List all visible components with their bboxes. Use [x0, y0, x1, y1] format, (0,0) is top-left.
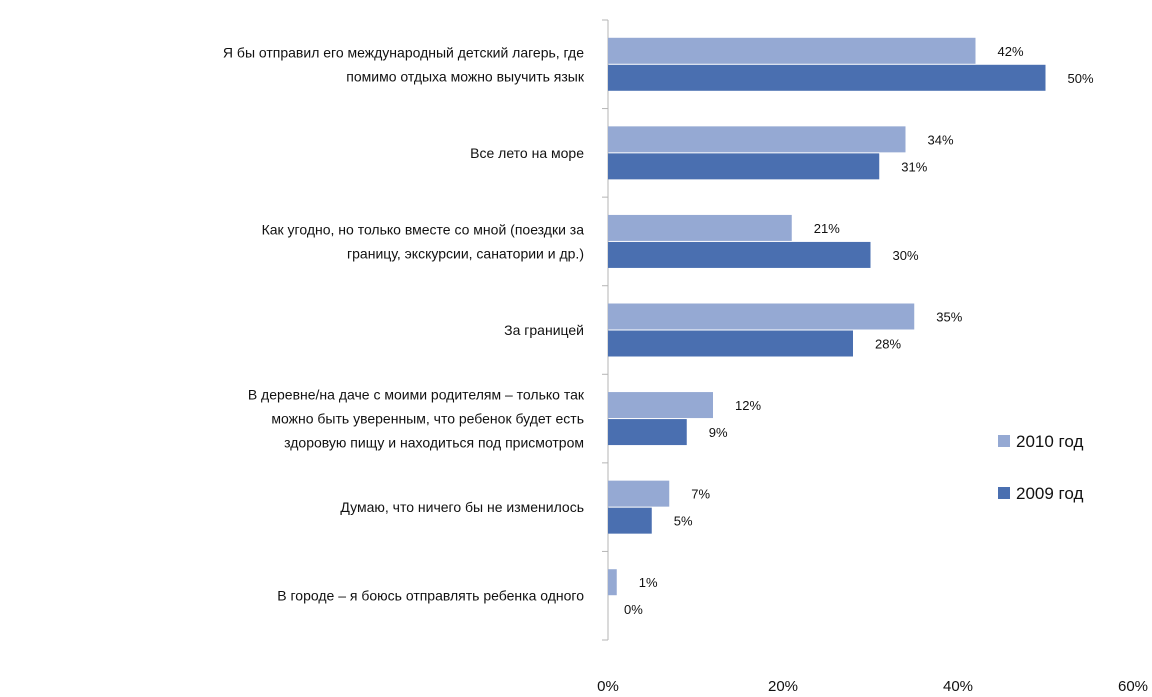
category-label: Я бы отправил его международный детский … — [223, 44, 584, 60]
data-label: 5% — [674, 514, 693, 529]
bar-series1 — [608, 392, 713, 419]
bar-series1 — [608, 480, 670, 507]
category-label: границу, экскурсии, санатории и др.) — [347, 245, 584, 261]
data-label: 1% — [639, 575, 658, 590]
bar-series1 — [608, 214, 792, 241]
data-label: 31% — [901, 159, 927, 174]
legend-label: 2010 год — [1016, 432, 1083, 451]
bar-series2 — [608, 64, 1046, 91]
category-label: Думаю, что ничего бы не изменилось — [340, 499, 584, 515]
category-label: здоровую пищу и находиться под присмотро… — [284, 435, 584, 451]
data-label: 7% — [691, 487, 710, 502]
x-tick-label: 40% — [943, 678, 973, 695]
x-tick-label: 20% — [768, 678, 798, 695]
legend-label: 2009 год — [1016, 484, 1083, 503]
plot-area: 42% 50% Я бы отправил его международный де… — [223, 19, 1148, 695]
data-label: 12% — [735, 398, 761, 413]
category-label: В деревне/на даче с моими родителям – то… — [248, 387, 585, 403]
bar-series1 — [608, 303, 915, 330]
legend-swatch — [998, 435, 1010, 447]
data-label: 21% — [814, 221, 840, 236]
bar-series2 — [608, 419, 687, 446]
data-label: 0% — [624, 602, 643, 617]
bar-series2 — [608, 507, 652, 534]
bar-series2 — [608, 153, 880, 180]
category-label: помимо отдыха можно выучить язык — [346, 68, 585, 84]
bar-series2 — [608, 330, 853, 357]
category-label: Как угодно, но только вместе со мной (по… — [262, 221, 585, 237]
data-label: 35% — [936, 310, 962, 325]
bar-series1 — [608, 126, 906, 153]
data-label: 28% — [875, 337, 901, 352]
data-label: 50% — [1068, 71, 1094, 86]
bar-series2 — [608, 241, 871, 268]
category-label: За границей — [504, 322, 584, 338]
category-label: Все лето на море — [470, 145, 584, 161]
category-label: можно быть уверенным, что ребенок будет … — [271, 411, 584, 427]
bar-series1 — [608, 569, 617, 596]
data-label: 34% — [928, 132, 954, 147]
x-tick-label: 0% — [597, 678, 619, 695]
bar-series1 — [608, 37, 976, 64]
category-label: В городе – я боюсь отправлять ребенка од… — [277, 588, 584, 604]
data-label: 9% — [709, 425, 728, 440]
data-label: 42% — [998, 44, 1024, 59]
data-label: 30% — [893, 248, 919, 263]
x-tick-label: 60% — [1118, 678, 1148, 695]
legend-swatch — [998, 487, 1010, 499]
